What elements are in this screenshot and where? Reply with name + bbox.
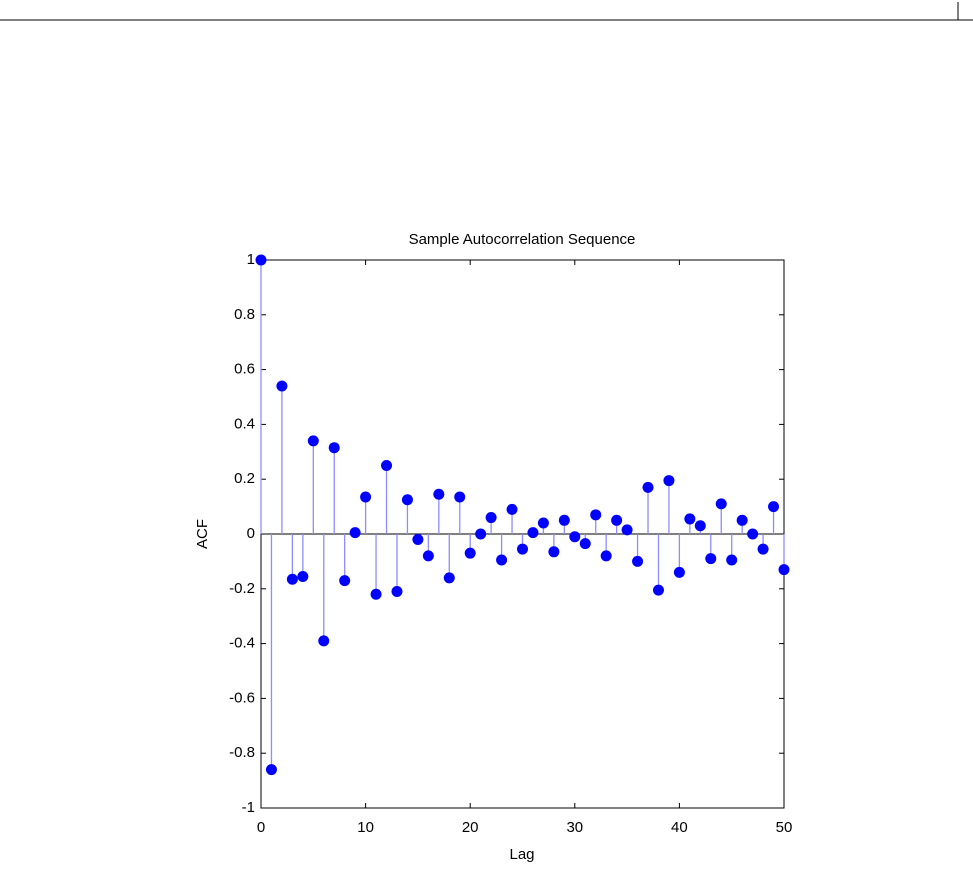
- stem-marker: [726, 554, 738, 566]
- y-tick-label: -0.4: [229, 635, 255, 652]
- stem-marker: [443, 572, 455, 584]
- stem-marker: [307, 435, 319, 447]
- stem-marker: [663, 475, 675, 487]
- x-tick-label: 30: [566, 819, 583, 836]
- stem-marker: [611, 514, 623, 526]
- stem-marker: [255, 254, 267, 266]
- stem-marker: [757, 543, 769, 555]
- stem-marker: [265, 764, 277, 776]
- stem-marker: [496, 554, 508, 566]
- stem-marker: [621, 524, 633, 536]
- x-tick-label: 0: [257, 819, 265, 836]
- stem-marker: [527, 527, 539, 539]
- y-tick-label: 0.6: [234, 361, 255, 378]
- stem-marker: [464, 547, 476, 559]
- y-tick-label: -0.6: [229, 689, 255, 706]
- stem-marker: [715, 498, 727, 510]
- stem-marker: [454, 491, 466, 503]
- stem-marker: [736, 514, 748, 526]
- stem-marker: [286, 573, 298, 585]
- y-tick-label: 0.2: [234, 470, 255, 487]
- stem-marker: [778, 564, 790, 576]
- stem-marker: [370, 588, 382, 600]
- stem-marker: [642, 481, 654, 493]
- stem-marker: [600, 550, 612, 562]
- stem-marker: [412, 533, 424, 545]
- y-tick-label: 0.8: [234, 306, 255, 323]
- stem-marker: [401, 494, 413, 506]
- stem-marker: [705, 553, 717, 565]
- y-tick-label: -0.2: [229, 580, 255, 597]
- stem-marker: [475, 528, 487, 540]
- x-tick-label: 10: [357, 819, 374, 836]
- stem-marker: [537, 517, 549, 529]
- stem-marker: [652, 584, 664, 596]
- x-axis-label: Lag: [509, 846, 534, 863]
- stem-marker: [433, 488, 445, 500]
- stem-marker: [548, 546, 560, 558]
- stem-marker: [328, 442, 340, 454]
- stem-marker: [694, 520, 706, 532]
- chart-title: Sample Autocorrelation Sequence: [409, 231, 636, 248]
- stem-marker: [349, 527, 361, 539]
- stem-marker: [391, 586, 403, 598]
- stem-marker: [558, 514, 570, 526]
- x-tick-label: 40: [671, 819, 688, 836]
- stem-marker: [632, 555, 644, 567]
- stem-marker: [485, 512, 497, 524]
- stem-marker: [579, 538, 591, 550]
- stem-marker: [506, 503, 518, 515]
- stem-marker: [747, 528, 759, 540]
- stem-marker: [673, 566, 685, 578]
- y-tick-label: -1: [242, 799, 255, 816]
- stem-marker: [360, 491, 372, 503]
- y-tick-label: 1: [247, 251, 255, 268]
- stem-marker: [517, 543, 528, 555]
- stem-marker: [684, 513, 696, 525]
- stem-marker: [381, 460, 393, 471]
- stem-marker: [768, 501, 780, 513]
- stem-marker: [318, 635, 330, 647]
- x-tick-label: 20: [462, 819, 479, 836]
- y-tick-label: -0.8: [229, 744, 255, 761]
- stem-marker: [422, 550, 434, 562]
- stem-marker: [297, 570, 309, 582]
- stem-marker: [276, 380, 288, 392]
- y-tick-label: 0: [247, 525, 255, 542]
- x-tick-label: 50: [776, 819, 793, 836]
- y-axis-label: ACF: [194, 519, 211, 549]
- stem-marker: [590, 509, 602, 521]
- y-tick-label: 0.4: [234, 415, 255, 432]
- stem-marker: [339, 575, 351, 587]
- stem-marker: [569, 531, 581, 543]
